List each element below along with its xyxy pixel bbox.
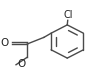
Text: Cl: Cl xyxy=(63,10,73,20)
Text: O: O xyxy=(17,59,25,68)
Text: O: O xyxy=(1,38,9,48)
